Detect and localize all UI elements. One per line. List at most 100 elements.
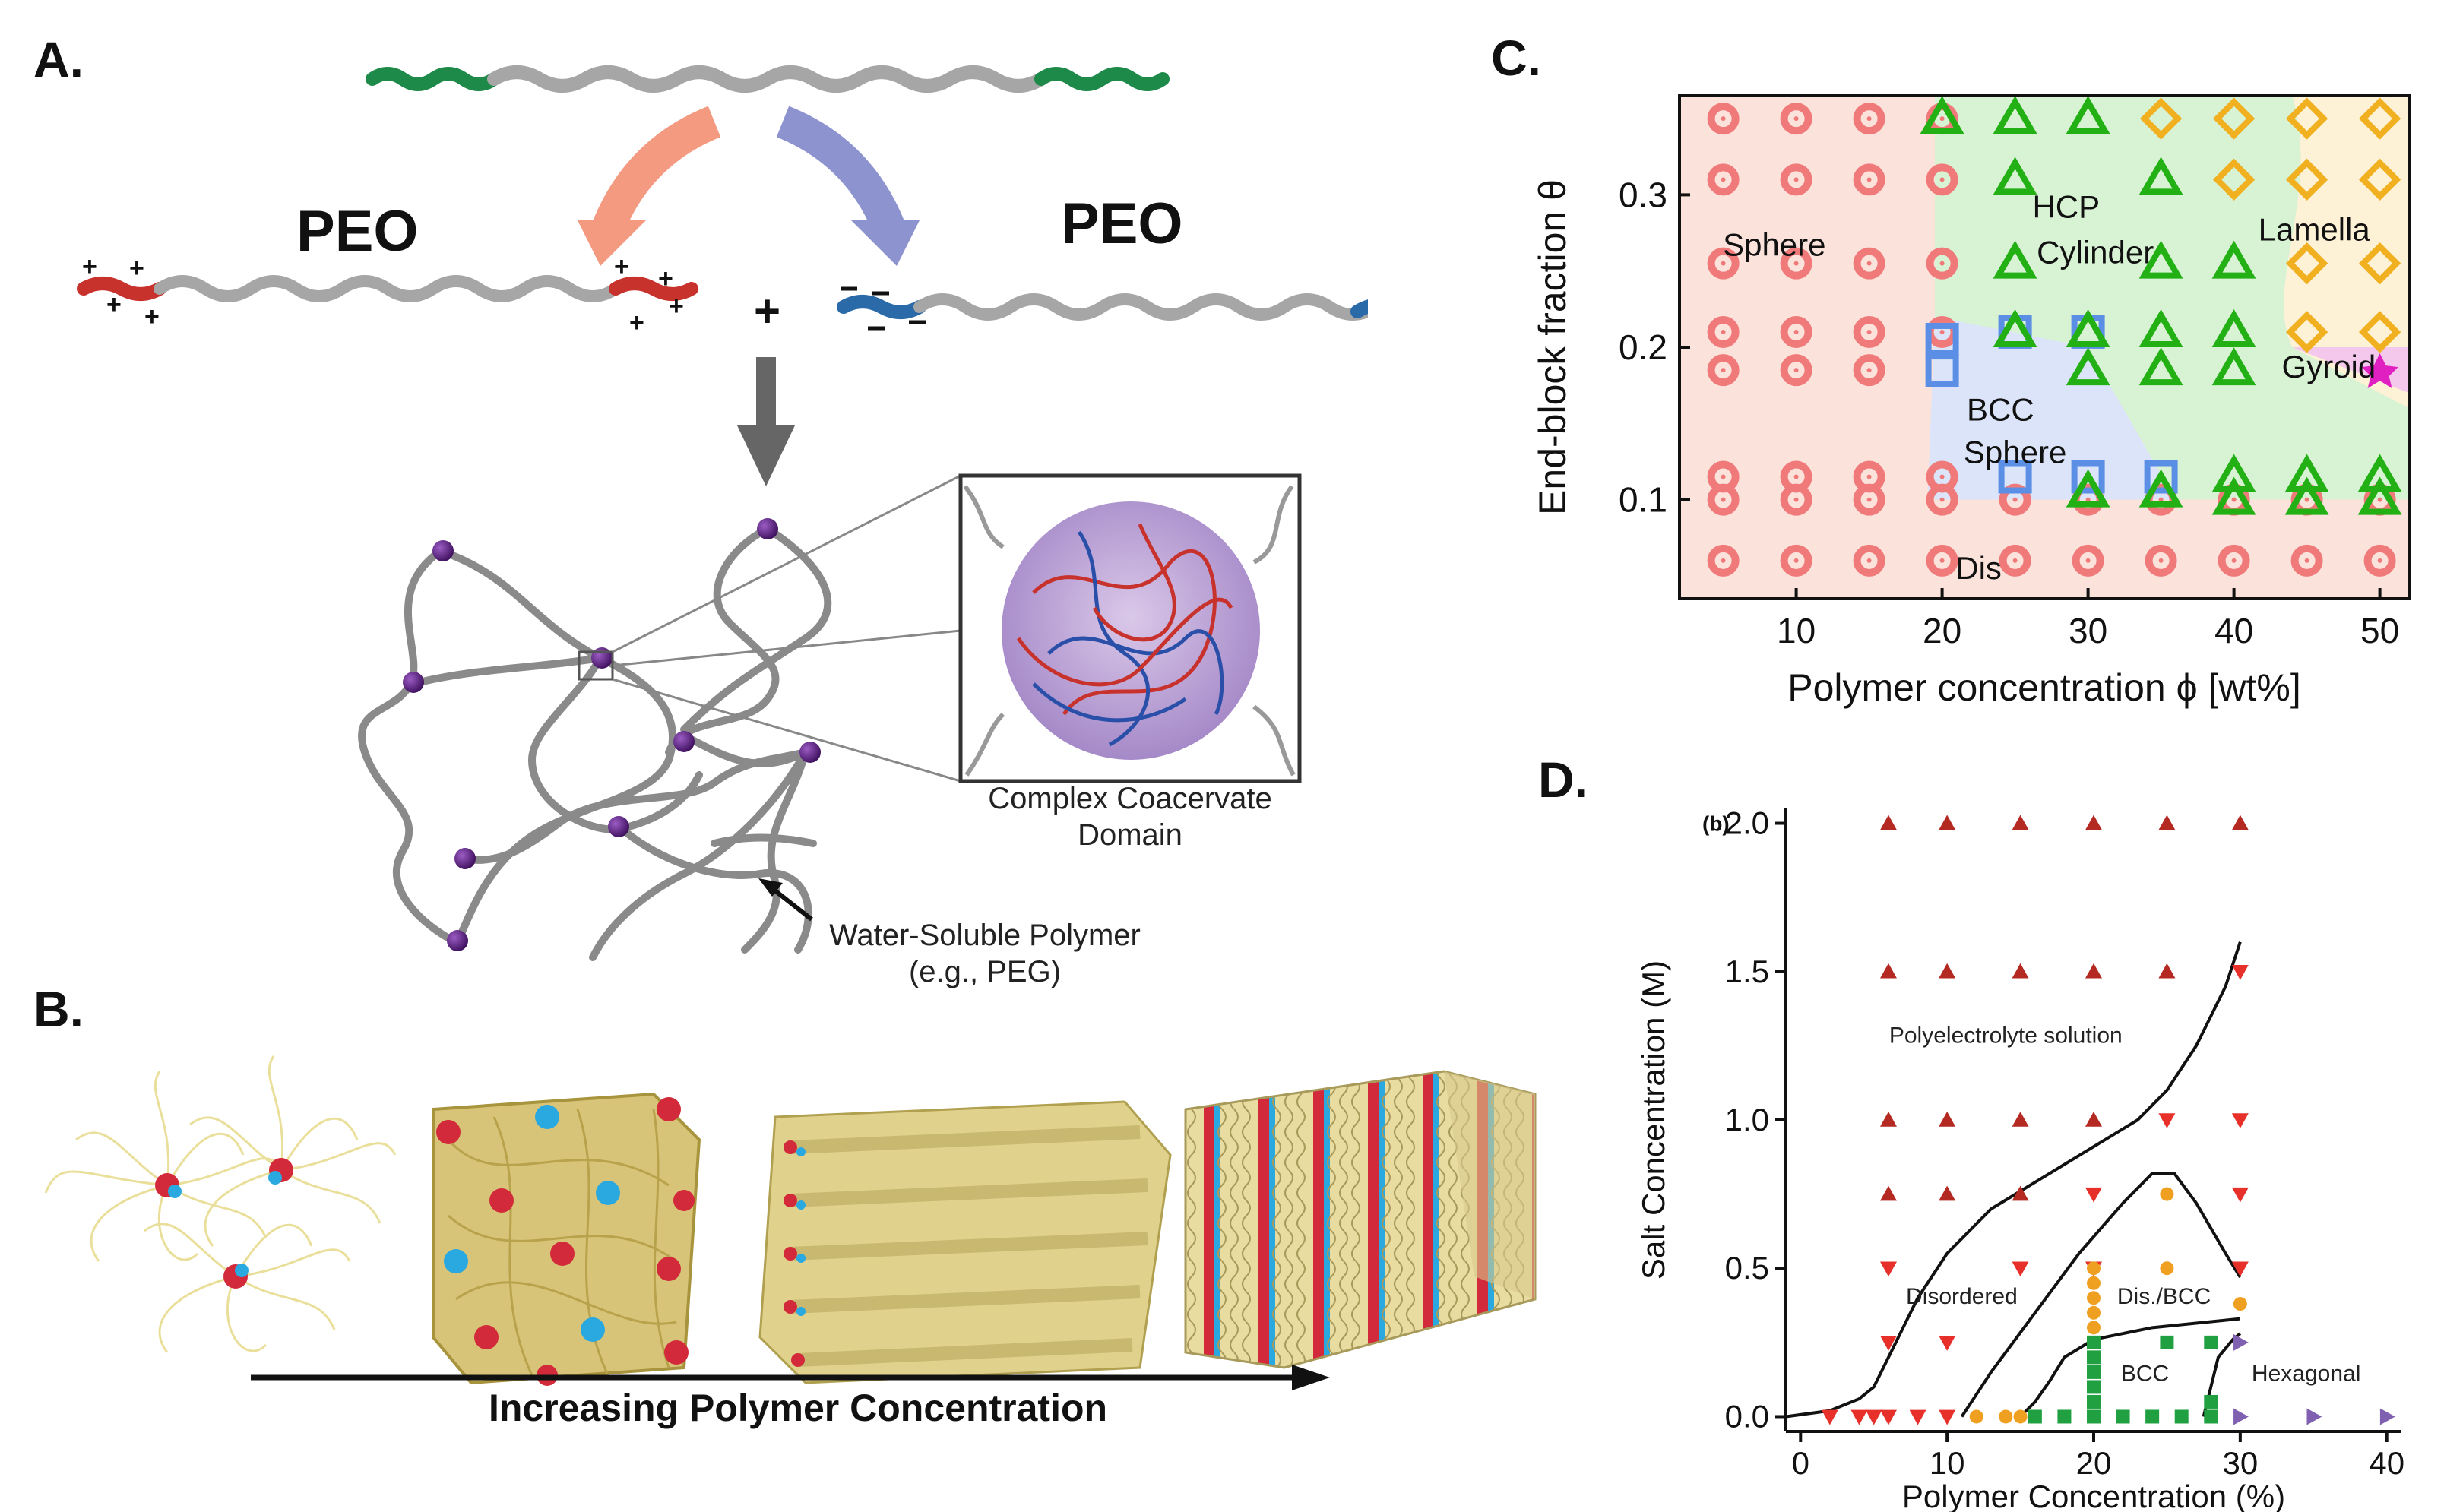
marker-bcc bbox=[2087, 1335, 2101, 1349]
marker-dot bbox=[1793, 116, 1799, 122]
marker-dis bbox=[1999, 544, 2031, 577]
marker-dis bbox=[1853, 247, 1885, 280]
marker-solution-up bbox=[1880, 963, 1897, 979]
marker-dis bbox=[1853, 315, 1885, 348]
x-axis-label: Polymer Concentration (%) bbox=[1902, 1479, 2285, 1512]
marker-dot bbox=[1939, 329, 1945, 334]
marker-dot bbox=[2231, 558, 2237, 563]
marker-disordered-down bbox=[1909, 1409, 1926, 1425]
marker-dis-bcc bbox=[1999, 1409, 2013, 1424]
marker-lamella bbox=[2285, 242, 2328, 285]
marker-dot bbox=[2304, 497, 2309, 502]
marker-bcc bbox=[2204, 1335, 2218, 1349]
svg-text:+: + bbox=[629, 308, 644, 337]
marker-bcc bbox=[1925, 353, 1959, 387]
marker-dot bbox=[1793, 261, 1799, 266]
marker-hcp-cylinder bbox=[2211, 347, 2256, 386]
marker-dot bbox=[1721, 116, 1726, 122]
marker-lamella bbox=[2358, 97, 2401, 140]
region-label: Lamella bbox=[2259, 212, 2371, 248]
y-axis-label: End-block fraction θ bbox=[1531, 179, 1574, 515]
boundary-disbcc bbox=[1960, 1172, 2242, 1418]
marker-dis bbox=[1853, 103, 1885, 135]
marker-dis bbox=[1926, 247, 1958, 280]
marker-dot bbox=[1866, 474, 1872, 479]
region-label: HCP bbox=[2032, 188, 2100, 224]
marker-dis-bcc bbox=[2233, 1297, 2247, 1311]
boundary-solution bbox=[1785, 941, 2242, 1419]
marker-dis bbox=[1707, 544, 1740, 577]
panel-label-d: D. bbox=[1538, 751, 1588, 808]
marker-lamella bbox=[2358, 311, 2401, 353]
x-tick-label: 0 bbox=[1792, 1445, 1809, 1481]
marker-dis bbox=[1926, 544, 1958, 577]
marker-solution-up bbox=[2085, 815, 2102, 830]
marker-dot bbox=[1793, 368, 1799, 373]
marker-bcc bbox=[1925, 322, 1959, 356]
marker-bcc bbox=[2087, 1365, 2101, 1379]
morphology-cylinders bbox=[758, 1100, 1172, 1384]
marker-disordered-down bbox=[2085, 1187, 2102, 1203]
y-tick-label: 1.5 bbox=[1725, 954, 1769, 989]
morphology-micelles bbox=[44, 1055, 397, 1353]
marker-disordered-down bbox=[1821, 1409, 1838, 1425]
region-bcc bbox=[1927, 316, 2176, 500]
marker-lamella bbox=[2139, 97, 2183, 140]
marker-bcc bbox=[2071, 460, 2105, 494]
svg-text:+: + bbox=[144, 302, 160, 331]
marker-dot bbox=[1939, 261, 1945, 266]
marker-hcp-cylinder bbox=[2066, 308, 2110, 347]
marker-dis bbox=[1780, 544, 1812, 577]
polymer-network bbox=[358, 525, 832, 961]
marker-dis-bcc bbox=[1969, 1409, 1983, 1424]
marker-hcp-cylinder bbox=[2138, 157, 2183, 195]
marker-bcc bbox=[2087, 1350, 2101, 1365]
marker-hcp-cylinder bbox=[1993, 240, 2037, 279]
marker-hcp-cylinder bbox=[1993, 308, 2037, 347]
marker-dot bbox=[1939, 177, 1945, 182]
svg-text:+: + bbox=[614, 252, 629, 281]
increasing-concentration-label: Increasing Polymer Concentration bbox=[489, 1387, 1107, 1429]
marker-dis bbox=[1780, 247, 1812, 280]
marker-bcc bbox=[2087, 1394, 2101, 1409]
x-tick-label: 40 bbox=[2214, 611, 2253, 650]
marker-hexagonal bbox=[2379, 1408, 2395, 1425]
marker-dot bbox=[2377, 497, 2382, 502]
marker-bcc bbox=[2144, 460, 2178, 494]
region-label: Sphere bbox=[1723, 227, 1825, 263]
marker-hcp-cylinder bbox=[2138, 347, 2183, 386]
marker-solution-up bbox=[2085, 1112, 2102, 1127]
marker-solution-up bbox=[2012, 815, 2029, 830]
marker-dot bbox=[1721, 474, 1726, 479]
marker-disordered-down bbox=[1880, 1261, 1897, 1277]
region-label: Dis bbox=[1955, 550, 2002, 586]
region-label: Polyelectrolyte solution bbox=[1889, 1023, 2123, 1048]
increasing-concentration-arrow-icon bbox=[251, 1365, 1330, 1390]
svg-text:+: + bbox=[669, 292, 684, 321]
marker-dis bbox=[1707, 163, 1740, 196]
marker-dot bbox=[1721, 368, 1726, 373]
marker-solution-up bbox=[1880, 1112, 1897, 1127]
peo-label-left: PEO bbox=[296, 199, 419, 264]
x-tick-label: 20 bbox=[1923, 611, 1961, 650]
marker-hcp-cylinder bbox=[2066, 96, 2110, 134]
polymer-label-line2: (e.g., PEG) bbox=[909, 955, 1061, 988]
panel-b-morphologies: Increasing Polymer Concentration bbox=[44, 1055, 1537, 1429]
marker-solution-up bbox=[2012, 963, 2029, 979]
marker-dot bbox=[1866, 329, 1872, 334]
marker-dot bbox=[1939, 558, 1945, 563]
marker-dis bbox=[2218, 544, 2250, 577]
region-label: BCC bbox=[1967, 391, 2034, 427]
panel-c-phase-diagram: Sphere HCP Cylinder Lamella BCC Sphere Gyroid D… bbox=[1531, 94, 2411, 709]
x-tick-label: 10 bbox=[1777, 611, 1816, 650]
inset-caption-line2: Domain bbox=[1078, 818, 1182, 852]
marker-dot bbox=[1939, 497, 1945, 502]
marker-dis bbox=[1707, 354, 1740, 387]
x-tick-label: 20 bbox=[2076, 1445, 2112, 1481]
marker-solution-up bbox=[2158, 815, 2176, 830]
marker-hcp-cylinder bbox=[2284, 476, 2329, 515]
x-tick-label: 30 bbox=[2222, 1445, 2258, 1481]
marker-dot bbox=[1721, 177, 1726, 182]
marker-bcc bbox=[2087, 1409, 2101, 1424]
marker-hcp-cylinder bbox=[1993, 96, 2037, 134]
